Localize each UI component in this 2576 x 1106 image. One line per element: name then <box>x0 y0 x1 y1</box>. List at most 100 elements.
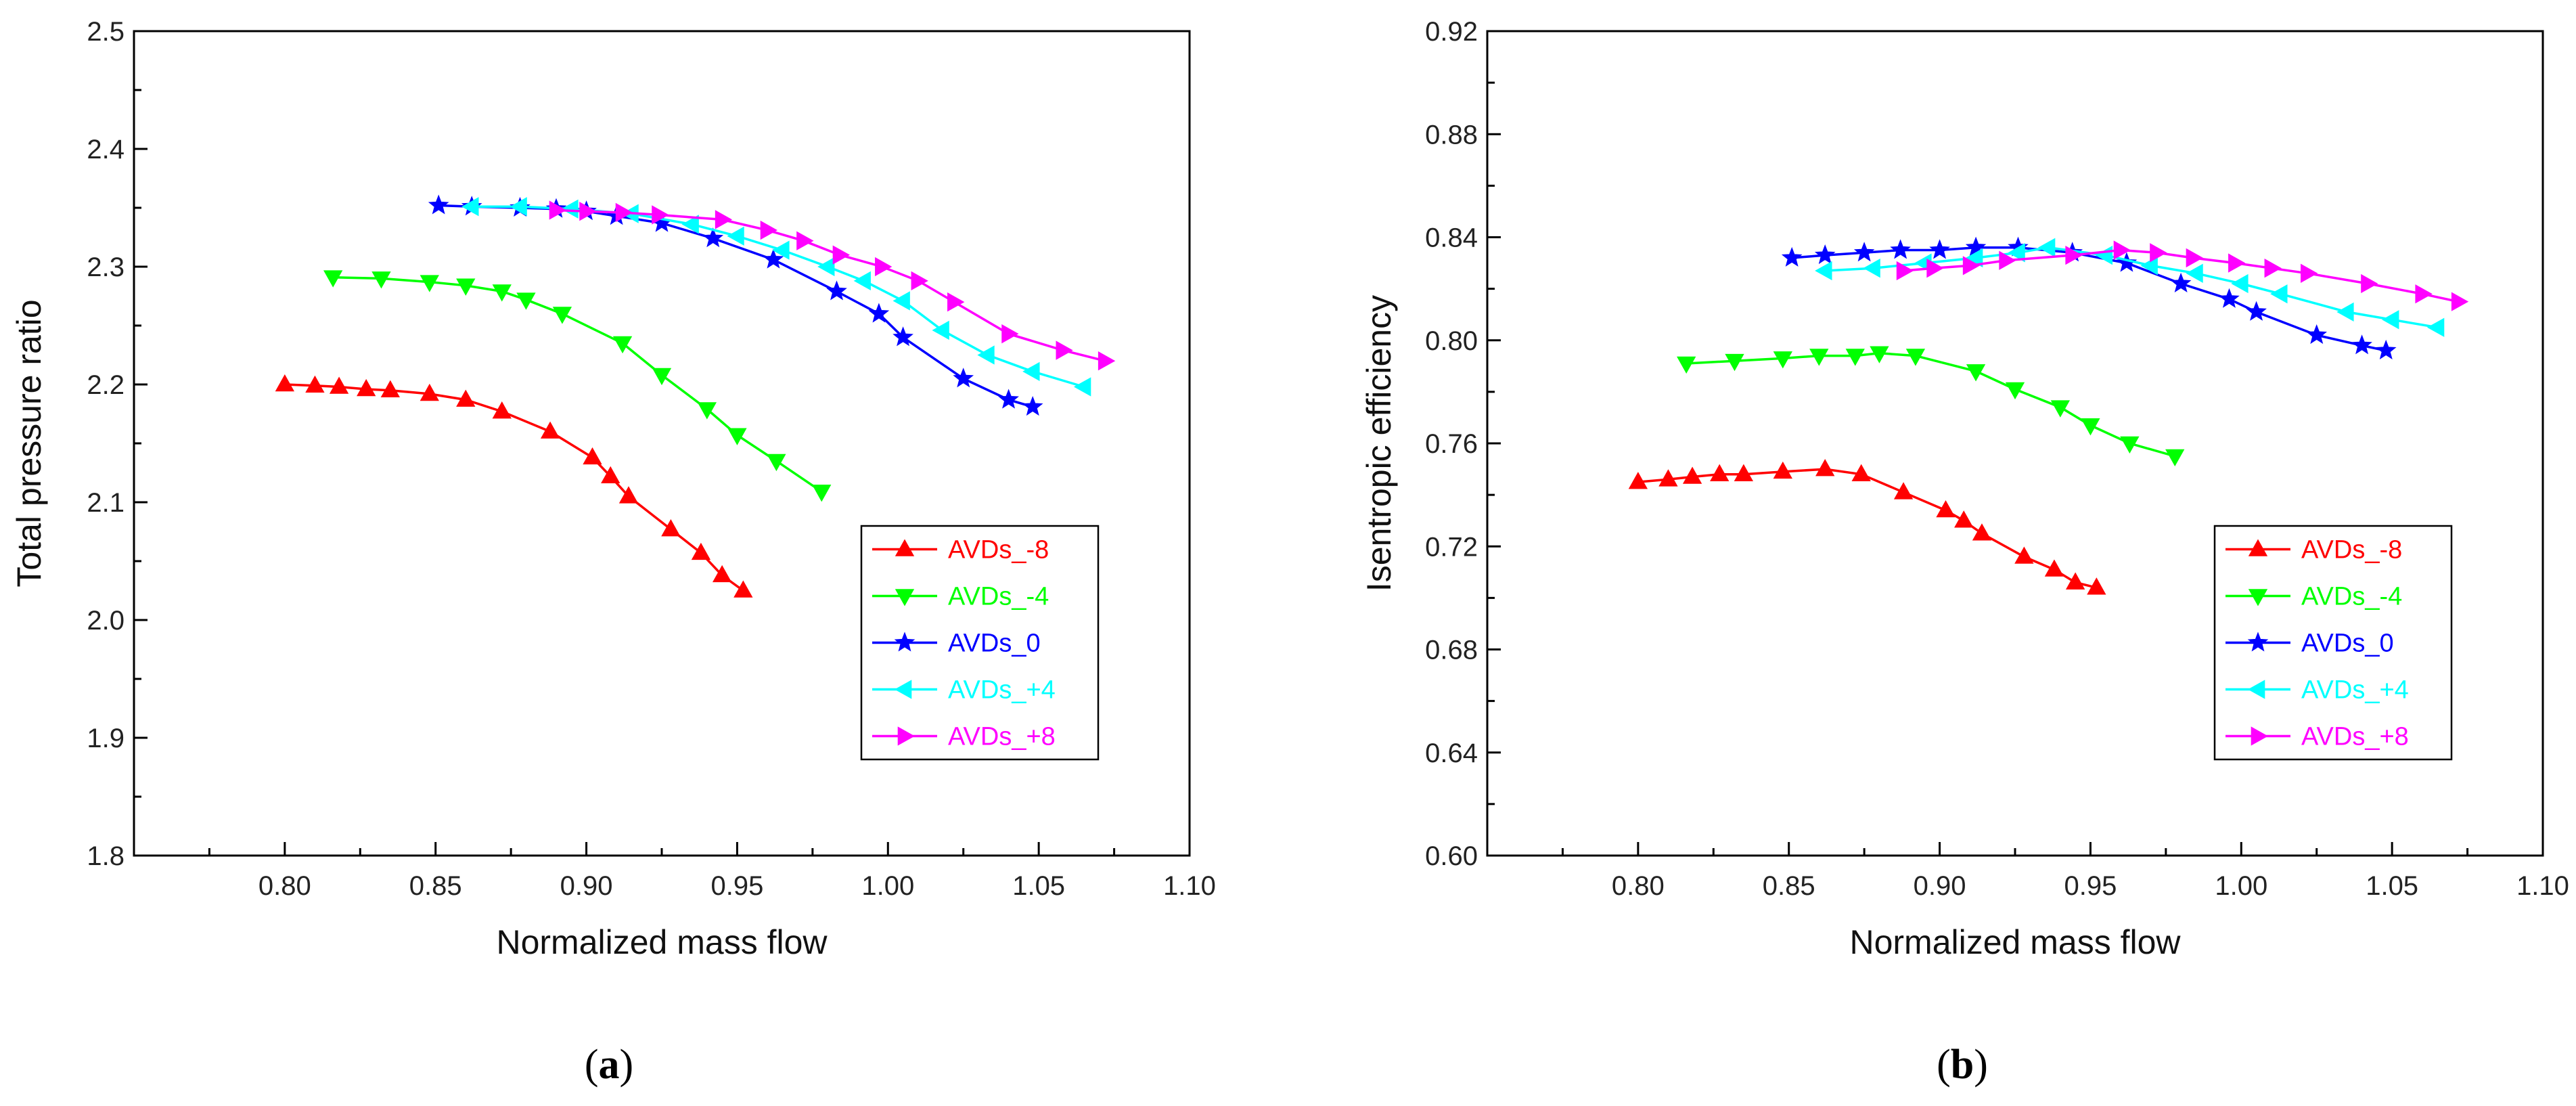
data-point-avds-8 <box>1962 256 1981 275</box>
data-point-avds-8 <box>579 202 597 221</box>
x-tick-label: 0.85 <box>1763 871 1815 901</box>
data-point-avds-4 <box>461 197 479 217</box>
legend-swatch-marker <box>2248 539 2268 556</box>
legend-swatch-marker <box>2248 589 2268 606</box>
data-point-avds-0 <box>1965 236 1987 257</box>
data-point-avds-8 <box>1896 261 1914 281</box>
x-tick-label: 1.05 <box>2366 871 2418 901</box>
data-point-avds-4 <box>2270 284 2288 304</box>
data-point-avds-0 <box>892 326 913 347</box>
data-point-avds-0 <box>1890 239 1911 259</box>
data-point-avds-8 <box>2451 292 2469 311</box>
y-tick-label: 2.5 <box>87 17 125 47</box>
data-point-avds-8 <box>1815 459 1835 477</box>
chart-a: 0.80 0.85 0.90 0.95 1.00 1.05 1.10 1.8 1.9 2.0 2.1… <box>10 17 1216 961</box>
y-tick-label: 2.3 <box>87 252 125 282</box>
data-point-avds-8 <box>601 466 620 484</box>
data-point-avds-4 <box>456 278 476 296</box>
y-tick-label: 1.9 <box>87 724 125 753</box>
data-point-avds-0 <box>826 280 847 301</box>
data-point-avds-8 <box>2361 273 2378 294</box>
legend-swatch-marker <box>897 726 916 746</box>
data-point-avds-8 <box>1734 464 1754 481</box>
x-axis-title: Normalized mass flow <box>496 923 828 961</box>
data-point-avds-8 <box>2228 253 2246 273</box>
y-tick-label: 2.0 <box>87 606 125 636</box>
y-tick-label: 0.92 <box>1425 17 1478 47</box>
data-point-avds-4 <box>2008 243 2025 263</box>
legend-label: AVDs_-4 <box>2301 583 2402 611</box>
caption-a: (a) <box>585 1042 633 1088</box>
data-point-avds-4 <box>420 275 439 292</box>
data-point-avds-4 <box>1863 259 1880 278</box>
data-point-avds-8 <box>1001 324 1019 344</box>
data-point-avds-0 <box>2219 288 2240 308</box>
data-point-avds-4 <box>817 257 835 277</box>
data-point-avds-4 <box>932 320 949 340</box>
data-point-avds-8 <box>1954 510 1974 528</box>
data-point-avds-8 <box>2044 559 2064 577</box>
data-point-avds-8 <box>329 376 349 394</box>
data-point-avds-8 <box>305 375 325 393</box>
legend-swatch-marker <box>2251 726 2269 746</box>
data-point-avds-8 <box>911 271 928 291</box>
legend-swatch-marker <box>895 589 915 606</box>
data-point-avds-8 <box>615 202 633 223</box>
legend-swatch-marker <box>895 539 915 556</box>
data-point-avds-0 <box>763 248 784 269</box>
y-axis-title: Isentropic efficiency <box>1360 295 1398 592</box>
data-point-avds-0 <box>1929 239 1950 259</box>
y-tick-label: 0.64 <box>1425 738 1478 768</box>
data-point-avds-4 <box>1870 346 1889 363</box>
data-point-avds-8 <box>2065 572 2085 590</box>
x-tick-label: 1.10 <box>1163 871 1216 901</box>
legend-label: AVDs_+4 <box>948 676 1056 705</box>
data-point-avds-8 <box>456 389 476 407</box>
data-point-avds-8 <box>715 210 733 229</box>
data-point-avds-0 <box>868 303 890 323</box>
data-point-avds-0 <box>1853 242 1875 262</box>
data-point-avds-8 <box>1851 464 1871 481</box>
data-point-avds-8 <box>832 245 850 265</box>
x-tick-label: 1.00 <box>861 871 914 901</box>
data-point-avds-8 <box>357 378 376 397</box>
data-point-avds-4 <box>323 270 343 288</box>
data-point-avds-8 <box>549 200 567 220</box>
data-point-avds-0 <box>2116 252 2138 272</box>
y-tick-label: 0.84 <box>1425 223 1478 253</box>
x-axis-title: Normalized mass flow <box>1849 923 2181 961</box>
legend-label: AVDs_0 <box>948 629 1041 658</box>
x-tick-label: 0.90 <box>560 871 613 901</box>
data-point-avds-4 <box>1677 356 1696 374</box>
data-point-avds-0 <box>2170 272 2192 293</box>
data-point-avds-4 <box>552 307 572 324</box>
data-point-avds-4 <box>681 215 699 234</box>
data-point-avds-0 <box>2375 339 2397 360</box>
data-point-avds-4 <box>2336 302 2354 322</box>
data-point-avds-4 <box>1845 349 1865 366</box>
data-point-avds-4 <box>492 284 512 302</box>
legend-swatch-marker <box>894 632 916 652</box>
chart-b: 0.80 0.85 0.90 0.95 1.00 1.05 1.10 0.60 0.64 0.68… <box>1360 17 2569 961</box>
data-point-avds-0 <box>1022 396 1043 416</box>
data-point-avds-8 <box>2087 577 2106 595</box>
data-point-avds-8 <box>661 518 681 537</box>
y-tick-label: 0.76 <box>1425 429 1478 459</box>
y-tick-label: 2.1 <box>87 488 125 518</box>
x-tick-label: 0.80 <box>1612 871 1665 901</box>
data-point-avds-8 <box>1893 482 1914 500</box>
data-point-avds-8 <box>380 380 401 397</box>
y-tick-label: 1.8 <box>87 841 125 871</box>
data-point-avds-8 <box>1628 472 1648 489</box>
data-point-avds-4 <box>612 336 633 354</box>
data-point-avds-8 <box>420 383 439 401</box>
data-point-avds-8 <box>618 486 639 504</box>
data-point-avds-4 <box>1073 377 1091 397</box>
data-point-avds-8 <box>1098 351 1116 371</box>
legend-label: AVDs_-4 <box>948 583 1049 611</box>
data-point-avds-8 <box>1682 466 1702 484</box>
data-point-avds-0 <box>2246 301 2267 321</box>
data-point-avds-4 <box>2095 245 2113 265</box>
data-point-avds-4 <box>652 368 672 386</box>
